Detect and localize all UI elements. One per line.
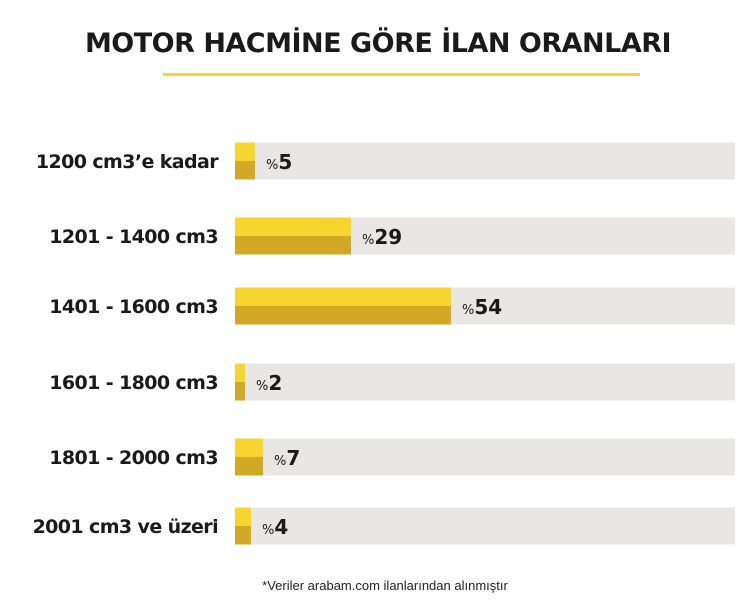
category-label: 1801 - 2000 cm3 xyxy=(49,447,218,469)
category-label: 2001 cm3 ve üzeri xyxy=(33,516,218,538)
data-label: %54 xyxy=(462,295,502,319)
bar-track xyxy=(235,438,735,476)
bar xyxy=(235,526,251,545)
footnote: *Veriler arabam.com ilanlarından alınmış… xyxy=(262,578,508,593)
data-label: %4 xyxy=(262,515,288,539)
bar-track xyxy=(235,507,735,545)
bar xyxy=(235,161,255,180)
category-label: 1401 - 1600 cm3 xyxy=(49,296,218,318)
bar-track xyxy=(235,363,735,401)
bar-top xyxy=(235,142,255,161)
bar-chart: 1200 cm3’e kadar %5 1201 - 1400 cm3 %29 1401… xyxy=(33,142,735,545)
bar-track xyxy=(235,142,735,180)
bar xyxy=(235,306,451,325)
bar xyxy=(235,236,351,255)
category-label: 1601 - 1800 cm3 xyxy=(49,372,218,394)
category-label: 1200 cm3’e kadar xyxy=(36,151,219,173)
bar-top xyxy=(235,438,263,457)
data-label: %5 xyxy=(266,150,292,174)
chart-title: MOTOR HACMİNE GÖRE İLAN ORANLARI xyxy=(84,28,672,59)
title-underline xyxy=(163,73,640,76)
data-label: %7 xyxy=(274,446,300,470)
bar xyxy=(235,457,263,476)
bar-top xyxy=(235,507,251,526)
bar-top xyxy=(235,363,245,382)
data-label: %2 xyxy=(256,371,282,395)
category-label: 1201 - 1400 cm3 xyxy=(49,226,218,248)
bar-top xyxy=(235,217,351,236)
bar-top xyxy=(235,287,451,306)
data-label: %29 xyxy=(362,225,402,249)
bar xyxy=(235,382,245,401)
